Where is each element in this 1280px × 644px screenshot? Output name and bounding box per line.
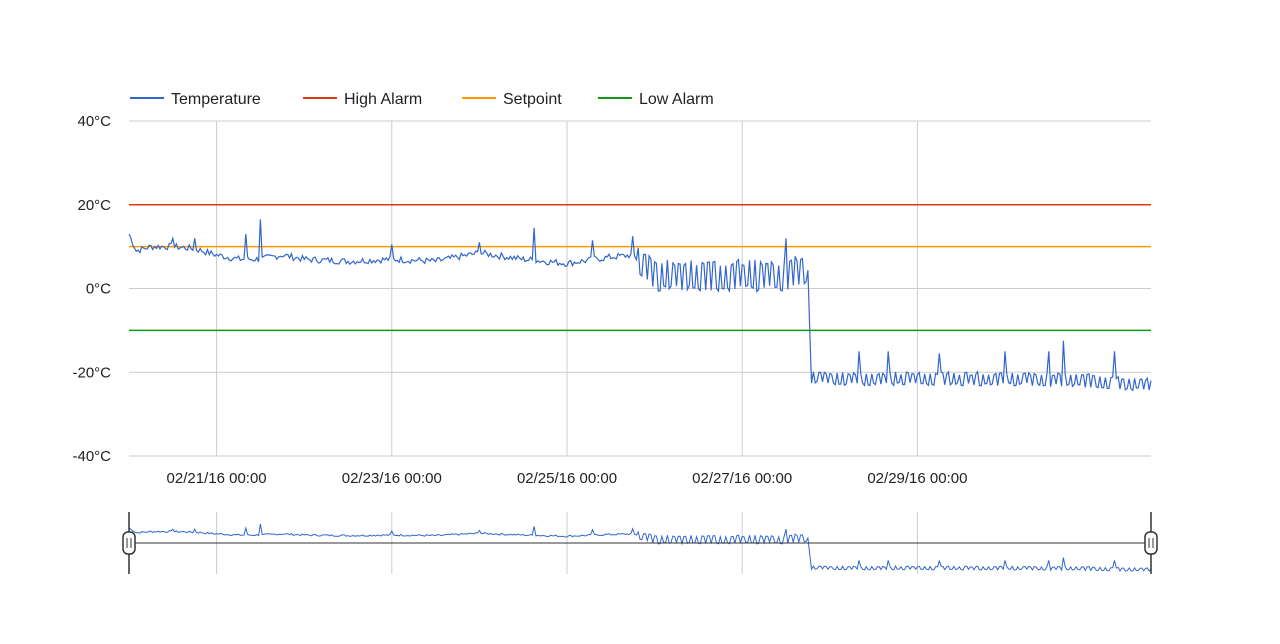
series-line-temperature	[128, 219, 1152, 392]
legend-item-low-alarm[interactable]: Low Alarm	[598, 91, 714, 108]
legend-item-high-alarm[interactable]: High Alarm	[303, 91, 422, 108]
y-tick-label: -40°C	[72, 448, 111, 465]
x-tick-label: 02/21/16 00:00	[167, 470, 267, 487]
legend-label-setpoint: Setpoint	[503, 91, 562, 108]
legend[interactable]: Temperature High Alarm Setpoint Low Alar…	[130, 91, 714, 108]
y-tick-label: -20°C	[72, 364, 111, 381]
grid	[129, 120, 1151, 574]
grip-icon[interactable]	[1144, 531, 1158, 555]
legend-item-temperature[interactable]: Temperature	[130, 91, 261, 108]
legend-item-setpoint[interactable]: Setpoint	[462, 91, 562, 108]
navigator-right-handle[interactable]	[1144, 512, 1158, 574]
legend-label-high-alarm: High Alarm	[344, 91, 422, 108]
legend-label-low-alarm: Low Alarm	[639, 91, 714, 108]
x-tick-label: 02/25/16 00:00	[517, 470, 617, 487]
y-tick-label: 0°C	[86, 281, 111, 298]
axes: 40°C 20°C 0°C -20°C -40°C 02/21/16 00:00 02/23…	[72, 113, 967, 487]
range-navigator[interactable]	[122, 512, 1158, 574]
legend-label-temperature: Temperature	[171, 91, 261, 108]
x-tick-label: 02/29/16 00:00	[867, 470, 967, 487]
y-tick-label: 40°C	[77, 113, 111, 130]
grip-icon[interactable]	[122, 531, 136, 555]
x-tick-label: 02/23/16 00:00	[342, 470, 442, 487]
navigator-series-temperature	[128, 523, 1152, 573]
navigator-left-handle[interactable]	[122, 512, 136, 574]
x-tick-label: 02/27/16 00:00	[692, 470, 792, 487]
series	[128, 204, 1152, 392]
y-tick-label: 20°C	[77, 197, 111, 214]
